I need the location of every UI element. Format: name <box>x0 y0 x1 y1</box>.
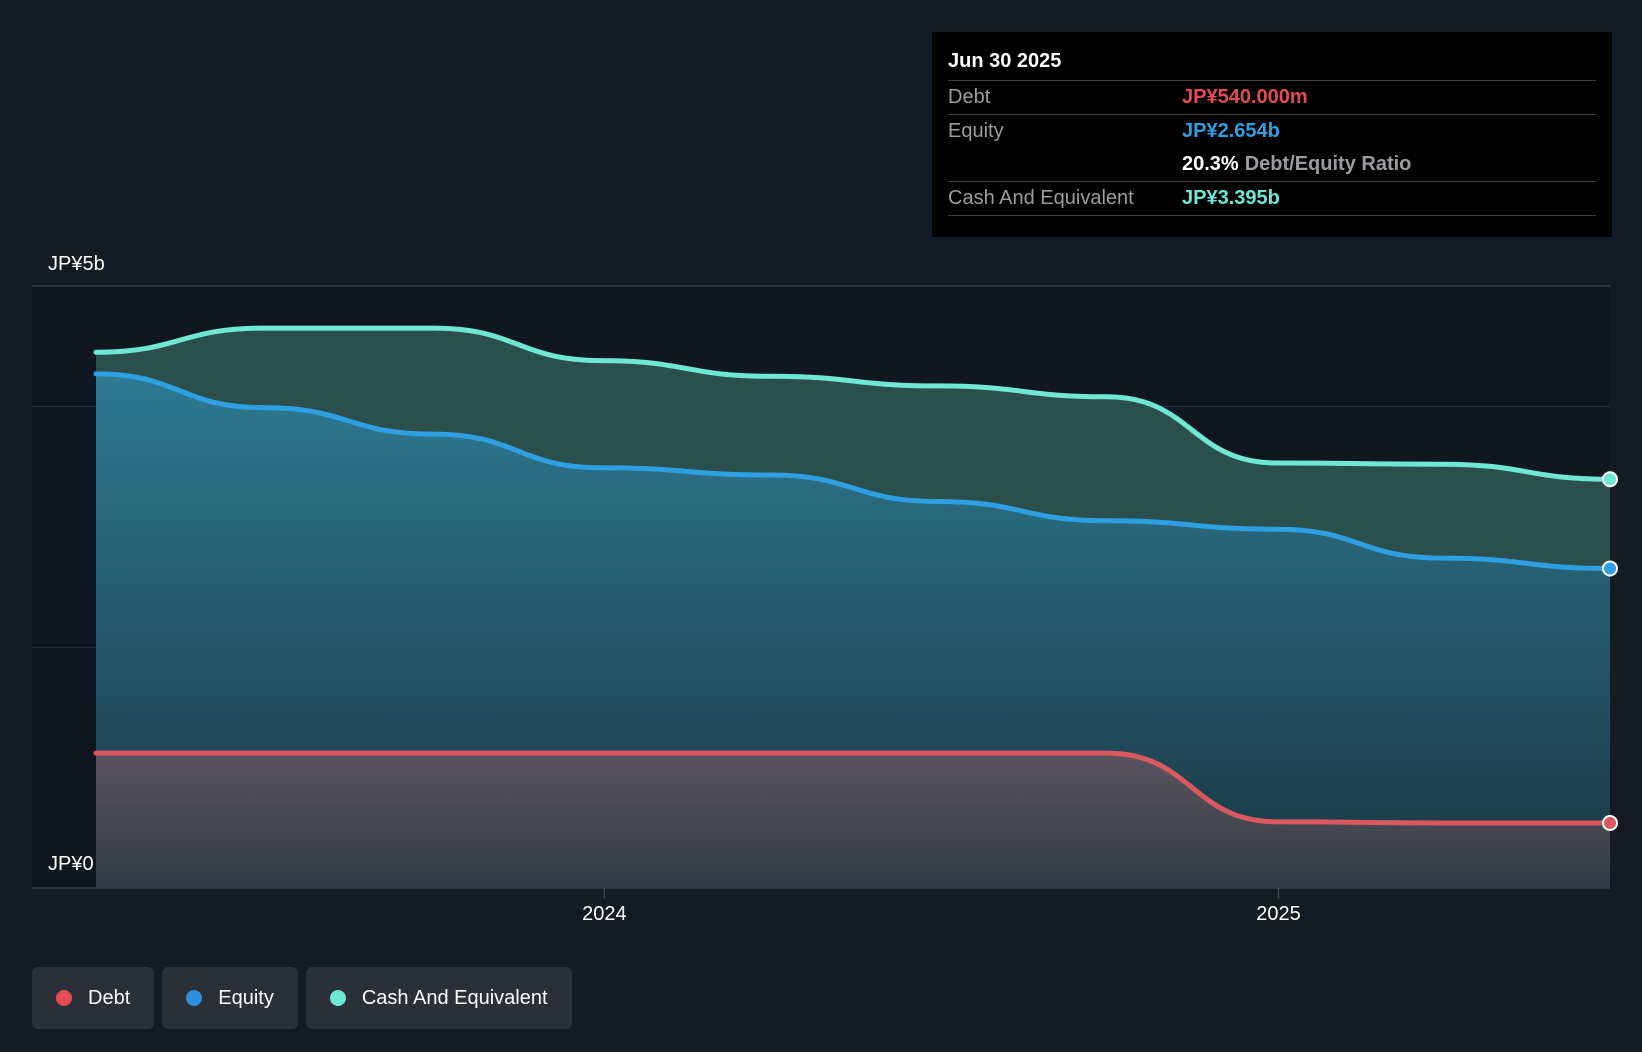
cash-end-point <box>1602 471 1618 488</box>
tooltip-debt-value: JP¥540.000m <box>1182 86 1308 108</box>
legend-item-cash[interactable]: Cash And Equivalent <box>305 967 572 1029</box>
legend-equity-label: Equity <box>218 986 274 1009</box>
legend-cash-label: Cash And Equivalent <box>361 986 548 1009</box>
equity-line <box>93 371 1613 571</box>
chart-legend: Debt Equity Cash And Equivalent <box>32 967 572 1029</box>
tooltip-debt-label: Debt <box>948 86 991 108</box>
debt-end-point <box>1602 814 1618 831</box>
x-tick-label: 2024 <box>582 903 627 925</box>
tooltip-row-cash: Cash And Equivalent JP¥3.395b <box>948 182 1596 216</box>
y-max-label: JP¥5b <box>48 253 105 275</box>
debt-line <box>93 750 1613 826</box>
tooltip-row-ratio: 20.3% Debt/Equity Ratio <box>948 148 1596 182</box>
legend-debt-label: Debt <box>88 986 131 1009</box>
y-min-label: JP¥0 <box>48 853 94 875</box>
x-tick-label: 2025 <box>1256 903 1301 925</box>
tooltip-equity-label: Equity <box>948 120 1004 142</box>
data-tooltip: Jun 30 2025 Debt JP¥540.000m Equity JP¥2… <box>932 32 1612 237</box>
legend-item-equity[interactable]: Equity <box>162 967 298 1029</box>
tooltip-ratio-value: 20.3% <box>1182 153 1239 175</box>
tooltip-date: Jun 30 2025 <box>948 46 1596 81</box>
tooltip-equity-value: JP¥2.654b <box>1182 120 1280 142</box>
equity-end-point <box>1602 560 1618 577</box>
debt-dot-icon <box>56 990 72 1006</box>
legend-item-debt[interactable]: Debt <box>32 967 155 1029</box>
debt-area <box>96 753 1610 888</box>
tooltip-row-equity: Equity JP¥2.654b <box>948 115 1596 148</box>
tooltip-ratio-label: Debt/Equity Ratio <box>1244 153 1412 175</box>
equity-dot-icon <box>186 990 203 1006</box>
tooltip-cash-value: JP¥3.395b <box>1182 187 1280 209</box>
cash-line <box>93 325 1613 482</box>
cash-dot-icon <box>329 990 346 1006</box>
tooltip-row-debt: Debt JP¥540.000m <box>948 81 1596 115</box>
tooltip-cash-label: Cash And Equivalent <box>948 187 1134 209</box>
